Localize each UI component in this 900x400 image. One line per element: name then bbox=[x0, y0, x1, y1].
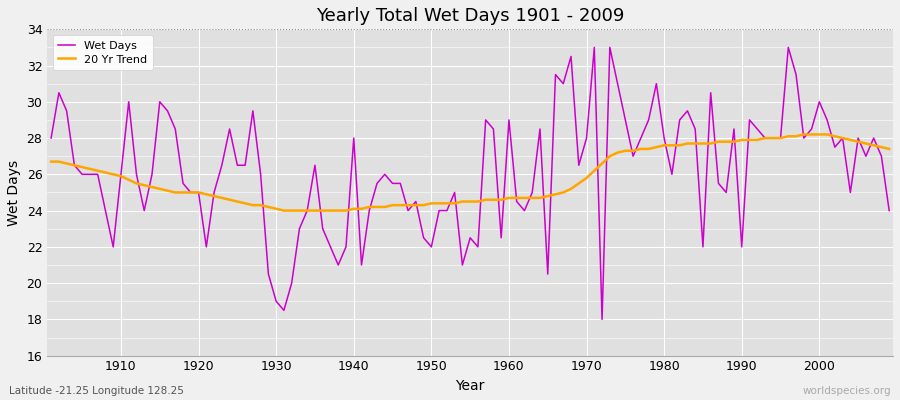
Legend: Wet Days, 20 Yr Trend: Wet Days, 20 Yr Trend bbox=[53, 35, 153, 70]
Wet Days bbox=[589, 45, 599, 50]
Wet Days bbox=[325, 244, 336, 249]
Wet Days bbox=[503, 118, 514, 122]
20 Yr Trend bbox=[278, 208, 289, 213]
20 Yr Trend bbox=[798, 132, 809, 137]
20 Yr Trend bbox=[286, 208, 297, 213]
20 Yr Trend bbox=[605, 154, 616, 158]
Wet Days bbox=[496, 235, 507, 240]
Wet Days bbox=[46, 136, 57, 140]
Text: Latitude -21.25 Longitude 128.25: Latitude -21.25 Longitude 128.25 bbox=[9, 386, 184, 396]
Wet Days bbox=[612, 81, 623, 86]
X-axis label: Year: Year bbox=[455, 379, 485, 393]
Wet Days bbox=[278, 308, 289, 313]
20 Yr Trend bbox=[884, 146, 895, 151]
20 Yr Trend bbox=[333, 208, 344, 213]
Line: 20 Yr Trend: 20 Yr Trend bbox=[51, 134, 889, 210]
Line: Wet Days: Wet Days bbox=[51, 48, 889, 319]
Wet Days bbox=[597, 317, 608, 322]
20 Yr Trend bbox=[511, 196, 522, 200]
20 Yr Trend bbox=[108, 172, 119, 177]
Y-axis label: Wet Days: Wet Days bbox=[7, 159, 21, 226]
Text: worldspecies.org: worldspecies.org bbox=[803, 386, 891, 396]
20 Yr Trend bbox=[503, 196, 514, 200]
Title: Yearly Total Wet Days 1901 - 2009: Yearly Total Wet Days 1901 - 2009 bbox=[316, 7, 625, 25]
Wet Days bbox=[884, 208, 895, 213]
Wet Days bbox=[108, 244, 119, 249]
20 Yr Trend bbox=[46, 159, 57, 164]
